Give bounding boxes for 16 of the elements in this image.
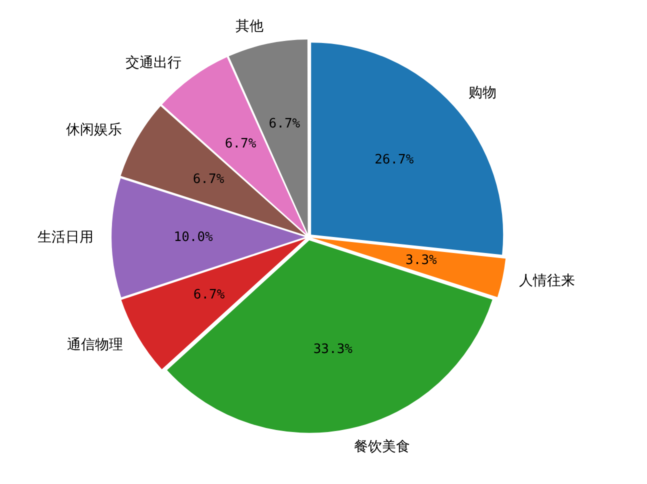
data-label: 10.0% [174,230,214,245]
data-label: 6.7% [224,136,256,152]
slice-label: 购物 [468,84,496,101]
data-label: 6.7% [268,116,300,132]
slice-label: 交通出行 [126,54,182,71]
slice-label: 餐饮美食 [354,438,410,455]
data-label: 6.7% [193,287,225,302]
data-label: 33.3% [313,342,353,357]
slice-label: 通信物理 [66,337,123,354]
slice-label: 其他 [236,18,264,34]
slice-label: 人情往来 [518,273,575,290]
slice-label: 生活日用 [37,230,94,246]
data-label: 3.3% [406,253,438,268]
data-label: 26.7% [374,152,414,168]
slice-label: 休闲娱乐 [66,122,122,138]
data-label: 6.7% [192,172,224,188]
